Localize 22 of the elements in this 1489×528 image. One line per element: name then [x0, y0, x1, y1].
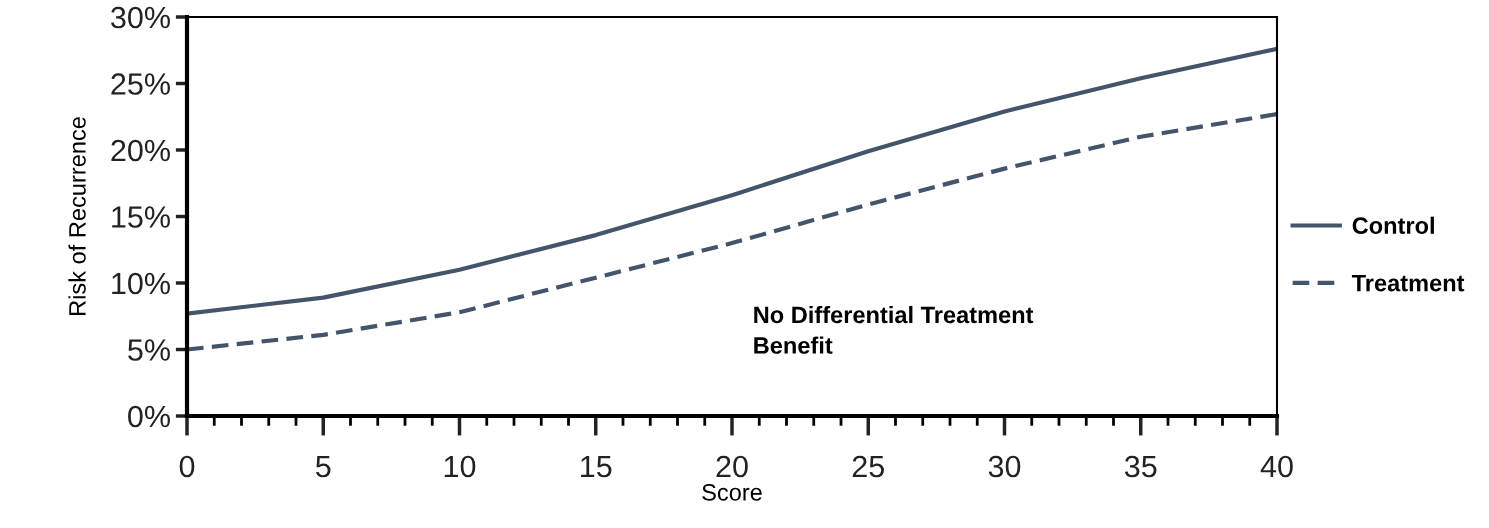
x-tick-label: 20 [716, 455, 748, 478]
y-tick-label: 5% [128, 339, 170, 361]
x-tick-label: 25 [852, 455, 884, 478]
x-tick-label: 10 [444, 455, 476, 478]
y-tick-label: 0% [128, 405, 170, 428]
y-tick-label: 20% [111, 139, 170, 162]
y-axis-title: Risk of Recurrence [68, 117, 86, 315]
line-series [187, 112, 1277, 352]
legend-label: Treatment [1351, 274, 1465, 292]
x-axis-title: Score [702, 484, 762, 501]
x-tick-label: 30 [988, 455, 1021, 478]
x-tick-label: 40 [1260, 455, 1293, 478]
legend-label: Control [1352, 216, 1434, 235]
x-tick-label: 5 [315, 456, 331, 478]
annotation: No Differential Treatment Benefit [754, 305, 1034, 354]
y-tick-label: 25% [111, 73, 170, 95]
x-tick-label: 15 [581, 456, 612, 478]
x-tick-label: 35 [1124, 455, 1157, 478]
y-tick-label: 15% [112, 206, 170, 228]
y-tick-label: 30% [111, 6, 170, 29]
x-tick-label: 0 [179, 455, 195, 478]
y-tick-label: 10% [112, 272, 170, 295]
